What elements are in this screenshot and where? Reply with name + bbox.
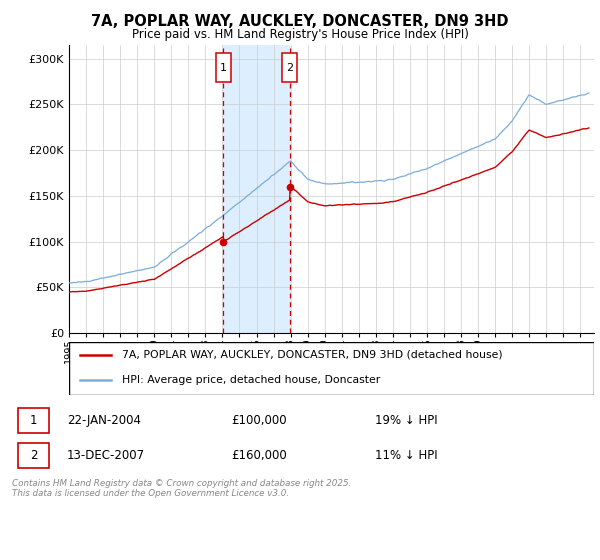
FancyBboxPatch shape	[216, 53, 231, 82]
Text: 1: 1	[30, 414, 37, 427]
FancyBboxPatch shape	[18, 443, 49, 468]
Text: 2: 2	[30, 449, 37, 462]
Text: Price paid vs. HM Land Registry's House Price Index (HPI): Price paid vs. HM Land Registry's House …	[131, 28, 469, 41]
Text: £100,000: £100,000	[231, 414, 287, 427]
Text: 2: 2	[286, 63, 293, 73]
Text: 7A, POPLAR WAY, AUCKLEY, DONCASTER, DN9 3HD (detached house): 7A, POPLAR WAY, AUCKLEY, DONCASTER, DN9 …	[121, 350, 502, 360]
Text: HPI: Average price, detached house, Doncaster: HPI: Average price, detached house, Donc…	[121, 375, 380, 385]
Text: £160,000: £160,000	[231, 449, 287, 462]
Text: 7A, POPLAR WAY, AUCKLEY, DONCASTER, DN9 3HD: 7A, POPLAR WAY, AUCKLEY, DONCASTER, DN9 …	[91, 14, 509, 29]
Text: 22-JAN-2004: 22-JAN-2004	[67, 414, 141, 427]
Text: Contains HM Land Registry data © Crown copyright and database right 2025.
This d: Contains HM Land Registry data © Crown c…	[12, 479, 352, 498]
FancyBboxPatch shape	[18, 408, 49, 432]
FancyBboxPatch shape	[283, 53, 297, 82]
Bar	[223, 45, 290, 333]
Text: 1: 1	[220, 63, 227, 73]
Text: 19% ↓ HPI: 19% ↓ HPI	[375, 414, 437, 427]
Text: 11% ↓ HPI: 11% ↓ HPI	[375, 449, 437, 462]
Text: 13-DEC-2007: 13-DEC-2007	[67, 449, 145, 462]
